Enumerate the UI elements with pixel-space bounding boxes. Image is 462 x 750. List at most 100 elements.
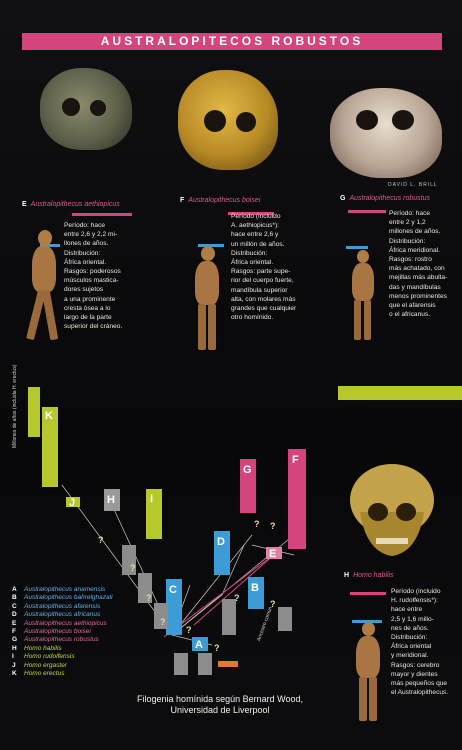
species-description-e: Período: hace entre 2,6 y 2,2 mi- llones…: [64, 221, 156, 331]
desc-line: otro homínido.: [231, 313, 329, 322]
hominid-figure-boisei: [190, 246, 224, 352]
uncertain-marker: ?: [270, 521, 276, 531]
skull-photo-habilis: [346, 460, 438, 560]
desc-line: África oriental.: [231, 258, 329, 267]
desc-line: un millón de años.: [231, 240, 329, 249]
desc-line: más achatado, con: [389, 264, 461, 273]
species-legend: A Australopithecus anamensis B Australopit…: [12, 586, 113, 678]
desc-line: A. aethiopicus*):: [231, 221, 329, 230]
desc-line: el Australopithecus.: [391, 688, 461, 697]
tree-node-d: D: [217, 536, 225, 548]
desc-line: África oriental: [391, 642, 461, 651]
species-name: Australopithecus boisei: [188, 197, 260, 204]
skull-photo-aethiopicus: [40, 68, 132, 150]
legend-item: A Australopithecus anamensis: [12, 586, 113, 594]
tree-bar-uncertain: [198, 653, 212, 675]
species-heading-g: G Australopithecus robustus: [340, 195, 430, 202]
desc-line: cresta ósea a lo: [64, 304, 156, 313]
tree-node-a: A: [195, 639, 203, 651]
desc-line: H. rudolfensis*):: [391, 596, 461, 605]
desc-line: millones de años.: [389, 227, 461, 236]
uncertain-marker: ?: [160, 617, 166, 627]
accent-bar: [350, 592, 386, 595]
caption-line: Filogenia homínida según Bernard Wood,: [120, 694, 320, 705]
skull-eye-socket: [62, 98, 80, 116]
desc-line: Distribución:: [231, 249, 329, 258]
desc-line: nes de años.: [391, 624, 461, 633]
tree-node-j: J: [69, 497, 75, 509]
desc-line: mayor y dientes: [391, 670, 461, 679]
desc-line: Período: hace: [64, 221, 156, 230]
uncertain-marker: ?: [98, 535, 104, 545]
skull-eye-socket: [392, 110, 414, 130]
skull-photo-boisei: [178, 70, 278, 170]
desc-line: alta, con molares más: [231, 295, 329, 304]
section-color-strip: [338, 386, 462, 400]
species-heading-f: F Australopithecus boisei: [180, 197, 260, 204]
species-name: Homo habilis: [353, 572, 393, 579]
desc-line: Distribución:: [389, 237, 461, 246]
desc-line: grandes que cualquier: [231, 304, 329, 313]
tree-bar-i: [146, 489, 162, 539]
legend-item: I Homo rudolfensis: [12, 653, 113, 661]
tree-node-b: B: [251, 582, 259, 594]
accent-bar: [348, 210, 386, 213]
uncertain-marker: ?: [130, 563, 136, 573]
species-description-g: Período: hace entre 2 y 1,2 millones de …: [389, 209, 461, 319]
tree-bar-uncertain: [174, 653, 188, 675]
desc-line: entre 2,6 y 2,2 mi-: [64, 230, 156, 239]
desc-line: hace entre: [391, 605, 461, 614]
skull-photo-robustus: [330, 88, 442, 178]
legend-item: J Homo ergaster: [12, 662, 113, 670]
desc-line: 2,5 y 1,6 millo-: [391, 615, 461, 624]
desc-line: África oriental.: [64, 258, 156, 267]
tree-bar-uncertain: [278, 607, 292, 631]
desc-line: hace entre 2,6 y: [231, 230, 329, 239]
uncertain-marker: ?: [146, 593, 152, 603]
desc-line: Período (incluido: [231, 212, 329, 221]
legend-item: B Australopithecus bahrelghazali: [12, 594, 113, 602]
desc-line: menos prominentes: [389, 292, 461, 301]
tree-node-g: G: [243, 464, 252, 476]
desc-line: o el africanus.: [389, 310, 461, 319]
legend-item: F Australopithecus boisei: [12, 628, 113, 636]
legend-item: G Australopithecus robustus: [12, 636, 113, 644]
desc-line: músculos mastica-: [64, 276, 156, 285]
desc-line: dores sujetos: [64, 285, 156, 294]
skull-eye-socket: [236, 112, 256, 132]
desc-line: Distribución:: [64, 249, 156, 258]
species-name: Australopithecus robustus: [349, 195, 430, 202]
desc-line: Rasgos: cerebro: [391, 661, 461, 670]
desc-line: a una prominente: [64, 295, 156, 304]
desc-line: superior del cráneo.: [64, 322, 156, 331]
uncertain-marker: ?: [186, 625, 192, 635]
skull-eye-socket: [204, 110, 226, 132]
tree-node-k: K: [45, 410, 53, 422]
hominid-figure-habilis: [352, 622, 384, 722]
tree-node-f: F: [292, 454, 299, 466]
species-name: Australopithecus aethiopicus: [31, 201, 120, 208]
photo-credit: DAVID L. BRILL: [388, 182, 438, 188]
accent-bar: [72, 213, 132, 216]
desc-line: y meridional.: [391, 651, 461, 660]
species-letter: G: [340, 195, 345, 202]
legend-item: D Australopithecus africanus: [12, 611, 113, 619]
desc-line: mandíbula superior: [231, 286, 329, 295]
species-heading-e: E Australopithecus aethiopicus: [22, 201, 120, 208]
tree-node-h: H: [107, 494, 115, 506]
figure-caption: Filogenia homínida según Bernard Wood, U…: [120, 694, 320, 716]
tree-bar-uncertain: [222, 599, 236, 635]
uncertain-marker: ?: [214, 643, 220, 653]
species-letter: F: [180, 197, 184, 204]
desc-line: mejillas más abulta-: [389, 273, 461, 282]
species-letter: H: [344, 572, 349, 579]
tree-node-c: C: [169, 584, 177, 596]
species-description-h: Período (incluido H. rudolfensis*): hace…: [391, 587, 461, 697]
desc-line: Distribución:: [391, 633, 461, 642]
desc-line: Rasgos: parte supe-: [231, 267, 329, 276]
species-description-f: Período (incluido A. aethiopicus*): hace…: [231, 212, 329, 322]
uncertain-marker: ?: [254, 519, 260, 529]
legend-item: K Homo erectus: [12, 670, 113, 678]
tree-bar-ancestor: [218, 661, 238, 667]
